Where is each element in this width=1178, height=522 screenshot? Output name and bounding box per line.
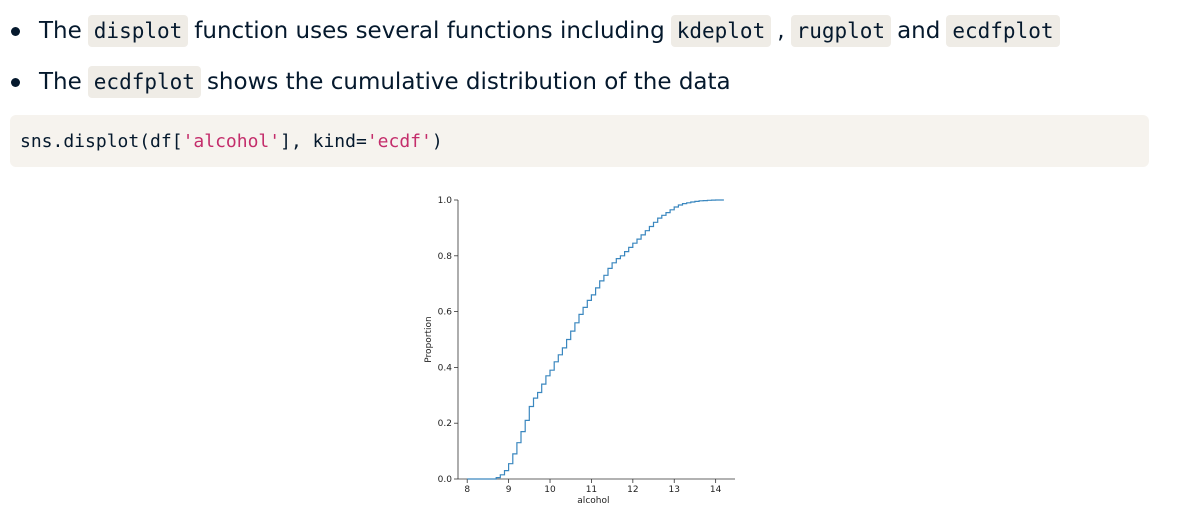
ecdf-series-line [467,199,724,480]
x-tick-label: 11 [586,485,597,495]
y-tick-label: 0.2 [438,419,452,429]
code-token: ], kind= [280,130,367,152]
bullet-dot [11,26,20,36]
y-tick-label: 0.0 [438,475,453,485]
code-string: 'alcohol' [182,130,281,152]
x-tick-label: 10 [544,485,556,495]
x-tick-label: 9 [506,485,512,495]
inline-code: kdeplot [670,15,772,47]
code-string: 'ecdf' [366,130,432,152]
x-tick-label: 12 [627,485,638,495]
inline-code: ecdfplot [87,66,201,98]
bullet-text: function uses several functions includin… [194,18,665,44]
inline-code: ecdfplot [946,15,1060,47]
y-tick-label: 1.0 [438,196,453,206]
x-axis-label: alcohol [577,496,609,506]
bullet-text: The [39,69,82,95]
y-tick-label: 0.6 [438,308,453,318]
x-tick-label: 13 [669,485,680,495]
bullet-dot [11,77,20,87]
bullet-text: , [777,18,785,44]
x-tick-label: 14 [710,485,722,495]
inline-code: rugplot [790,15,892,47]
y-tick-label: 0.8 [438,252,453,262]
bullet-item: The displot function uses several functi… [0,11,1066,51]
bullet-text: and [897,18,941,44]
y-tick-label: 0.4 [438,363,453,373]
y-axis-label: Proportion [424,316,434,362]
code-block: sns.displot(df['alcohol'], kind='ecdf') [10,115,1149,167]
bullet-item: The ecdfplot shows the cumulative distri… [0,62,737,102]
bullet-text: The [39,18,82,44]
code-token: ) [431,130,443,152]
code-token: sns.displot(df[ [20,130,183,152]
chart-plot-area: 0.0 0.2 0.4 0.6 0.8 1.0 8 9 10 11 12 13 14 [438,196,735,495]
x-tick-label: 8 [464,485,470,495]
bullet-text: shows the cumulative distribution of the… [206,69,731,95]
inline-code: displot [87,15,189,47]
